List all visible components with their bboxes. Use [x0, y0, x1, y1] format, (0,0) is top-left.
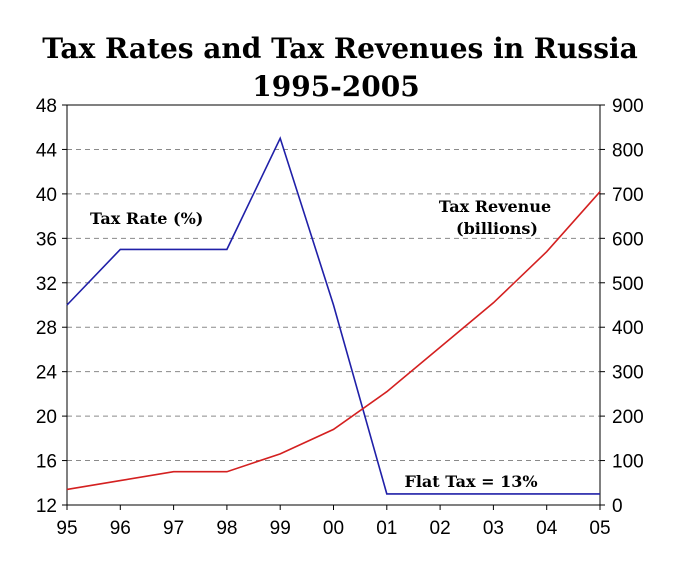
y-left-tick-label: 12	[36, 496, 57, 517]
axis-ticks: 1216202428323640444801002003004005006007…	[36, 96, 644, 539]
gridlines	[67, 148, 600, 462]
y-left-tick-label: 36	[36, 229, 57, 250]
series-line-tax-revenue-billions	[66, 191, 601, 491]
y-left-tick-label: 24	[36, 363, 58, 384]
y-left-tick-label: 16	[36, 452, 57, 473]
y-left-tick-label: 48	[36, 96, 57, 117]
x-tick-label: 03	[483, 518, 504, 539]
y-right-tick-label: 200	[612, 407, 644, 428]
x-tick-label: 02	[430, 518, 451, 539]
annotation-tax-revenue-line2: (billions)	[456, 219, 538, 238]
y-right-tick-label: 700	[612, 185, 644, 206]
chart-title: Tax Rates and Tax Revenues in Russia	[42, 32, 638, 65]
x-tick-label: 97	[163, 518, 184, 539]
y-right-tick-label: 500	[612, 274, 644, 295]
y-right-tick-label: 300	[612, 363, 644, 384]
x-tick-label: 95	[56, 518, 77, 539]
y-left-tick-label: 28	[36, 318, 57, 339]
chart-subtitle: 1995-2005	[252, 70, 419, 103]
x-tick-label: 00	[323, 518, 344, 539]
annotation-flat-tax: Flat Tax = 13%	[404, 472, 537, 491]
y-right-tick-label: 0	[612, 496, 623, 517]
y-right-tick-label: 600	[612, 229, 644, 250]
series-line-tax-rate	[66, 136, 600, 495]
y-left-tick-label: 44	[36, 140, 58, 161]
y-right-tick-label: 400	[612, 318, 644, 339]
y-right-tick-label: 800	[612, 140, 644, 161]
y-right-tick-label: 100	[612, 452, 644, 473]
annotation-tax-revenue-line1: Tax Revenue	[439, 197, 551, 216]
y-right-tick-label: 900	[612, 96, 644, 117]
x-tick-label: 99	[270, 518, 291, 539]
x-tick-label: 96	[110, 518, 131, 539]
x-tick-label: 98	[216, 518, 237, 539]
x-tick-label: 04	[536, 518, 558, 539]
x-tick-label: 01	[376, 518, 397, 539]
y-left-tick-label: 32	[36, 274, 57, 295]
annotation-tax-rate: Tax Rate (%)	[90, 209, 203, 228]
y-left-tick-label: 40	[36, 185, 57, 206]
y-left-tick-label: 20	[36, 407, 57, 428]
series-lines	[66, 136, 601, 495]
x-tick-label: 05	[589, 518, 610, 539]
